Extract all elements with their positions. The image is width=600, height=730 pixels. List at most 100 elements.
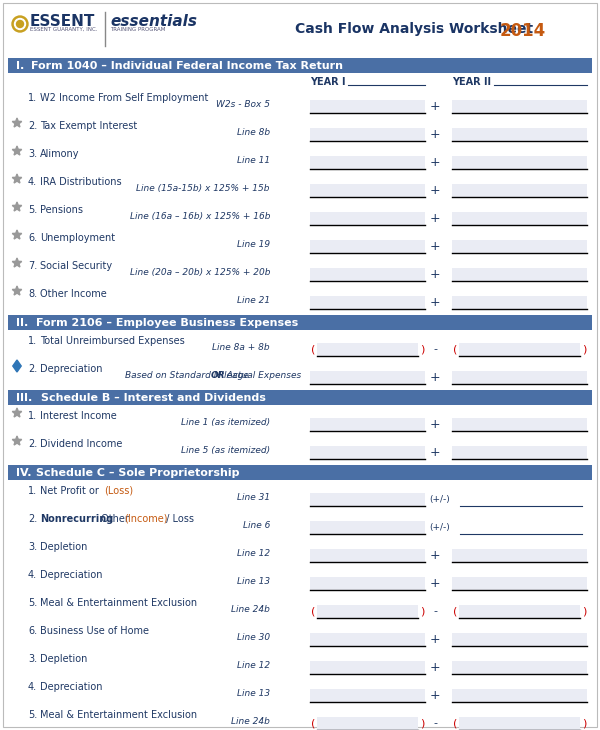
Text: (: ( — [311, 607, 315, 617]
Polygon shape — [12, 286, 22, 295]
Text: Tax Exempt Interest: Tax Exempt Interest — [40, 120, 137, 131]
Text: Line 8a + 8b: Line 8a + 8b — [212, 343, 270, 352]
Text: +: + — [430, 268, 440, 281]
Text: Business Use of Home: Business Use of Home — [40, 626, 149, 636]
Text: 4.: 4. — [28, 177, 37, 187]
Text: (: ( — [453, 718, 457, 729]
Text: Line 6: Line 6 — [242, 521, 270, 530]
Bar — [8, 390, 592, 405]
Text: Cash Flow Analysis Worksheet: Cash Flow Analysis Worksheet — [295, 22, 533, 36]
Text: Line 12: Line 12 — [237, 549, 270, 558]
Text: +: + — [430, 212, 440, 225]
Text: 8.: 8. — [28, 288, 37, 299]
Text: -: - — [433, 345, 437, 355]
Polygon shape — [12, 174, 22, 183]
Text: Line 13: Line 13 — [237, 689, 270, 698]
Bar — [310, 549, 425, 562]
Bar — [8, 465, 592, 480]
Bar — [452, 418, 587, 431]
Text: Depletion: Depletion — [40, 542, 88, 552]
Text: (: ( — [311, 345, 315, 355]
Polygon shape — [12, 258, 22, 267]
Bar — [310, 521, 425, 534]
Text: -: - — [433, 718, 437, 729]
Text: 6.: 6. — [28, 233, 37, 242]
Text: ): ) — [420, 718, 424, 729]
Text: (: ( — [453, 607, 457, 617]
Text: Line 21: Line 21 — [237, 296, 270, 305]
Text: Line 30: Line 30 — [237, 633, 270, 642]
Bar — [452, 577, 587, 590]
Bar — [310, 661, 425, 674]
Text: 1.: 1. — [28, 411, 37, 420]
Text: +: + — [430, 549, 440, 562]
Text: Line (20a – 20b) x 125% + 20b: Line (20a – 20b) x 125% + 20b — [130, 268, 270, 277]
Text: +: + — [430, 371, 440, 384]
Polygon shape — [13, 360, 21, 372]
Bar — [310, 268, 425, 281]
Circle shape — [17, 20, 23, 28]
Text: Line 24b: Line 24b — [231, 605, 270, 614]
Bar — [310, 156, 425, 169]
Text: (Loss): (Loss) — [104, 485, 133, 496]
Text: TRAINING PROGRAM: TRAINING PROGRAM — [110, 27, 166, 32]
Text: ): ) — [582, 718, 586, 729]
Bar — [310, 296, 425, 309]
Text: (Income): (Income) — [124, 514, 167, 523]
Text: ): ) — [582, 345, 586, 355]
Text: IRA Distributions: IRA Distributions — [40, 177, 122, 187]
Bar — [452, 446, 587, 459]
Text: Alimony: Alimony — [40, 149, 79, 158]
Text: +: + — [430, 633, 440, 646]
Bar — [310, 128, 425, 141]
Text: 5.: 5. — [28, 710, 37, 720]
Bar — [452, 268, 587, 281]
Bar — [452, 549, 587, 562]
Text: 1.: 1. — [28, 485, 37, 496]
Text: Line 8b: Line 8b — [237, 128, 270, 137]
Text: Other Income: Other Income — [40, 288, 107, 299]
Bar — [459, 717, 580, 730]
Text: 3.: 3. — [28, 149, 37, 158]
Text: Total Unreimbursed Expenses: Total Unreimbursed Expenses — [40, 336, 185, 345]
Bar — [317, 605, 418, 618]
Polygon shape — [12, 408, 22, 417]
Text: +: + — [430, 184, 440, 197]
Text: +: + — [430, 577, 440, 590]
Text: Form 1040 – Individual Federal Income Tax Return: Form 1040 – Individual Federal Income Ta… — [31, 61, 343, 71]
Bar — [452, 212, 587, 225]
Text: Net Profit or: Net Profit or — [40, 485, 102, 496]
Text: +: + — [430, 240, 440, 253]
Text: Social Security: Social Security — [40, 261, 112, 271]
Text: 1.: 1. — [28, 93, 37, 103]
Bar — [452, 184, 587, 197]
Text: ESSENT: ESSENT — [30, 14, 95, 29]
Text: Nonrecurring: Nonrecurring — [40, 514, 113, 523]
Bar — [452, 240, 587, 253]
Bar — [310, 493, 425, 506]
Text: Depletion: Depletion — [40, 653, 88, 664]
Text: +: + — [430, 128, 440, 141]
Polygon shape — [12, 146, 22, 155]
Text: Line 11: Line 11 — [237, 156, 270, 165]
Bar — [310, 577, 425, 590]
Bar — [317, 343, 418, 356]
Bar — [452, 156, 587, 169]
Text: 5.: 5. — [28, 204, 37, 215]
Text: Interest Income: Interest Income — [40, 411, 117, 420]
Text: 3.: 3. — [28, 653, 37, 664]
Text: Depreciation: Depreciation — [40, 569, 103, 580]
Text: 2.: 2. — [28, 439, 37, 449]
Text: Line 19: Line 19 — [237, 240, 270, 249]
Text: (+/-): (+/-) — [430, 523, 451, 532]
Text: ESSENT GUARANTY, INC.: ESSENT GUARANTY, INC. — [30, 27, 97, 32]
Text: Based on Standard Mileage: Based on Standard Mileage — [125, 371, 251, 380]
Text: YEAR II: YEAR II — [452, 77, 491, 87]
Text: Dividend Income: Dividend Income — [40, 439, 122, 449]
Text: +: + — [430, 100, 440, 113]
Bar — [310, 184, 425, 197]
Bar — [310, 212, 425, 225]
Text: 3.: 3. — [28, 542, 37, 552]
Circle shape — [14, 18, 25, 29]
Text: Schedule C – Sole Proprietorship: Schedule C – Sole Proprietorship — [36, 468, 239, 478]
